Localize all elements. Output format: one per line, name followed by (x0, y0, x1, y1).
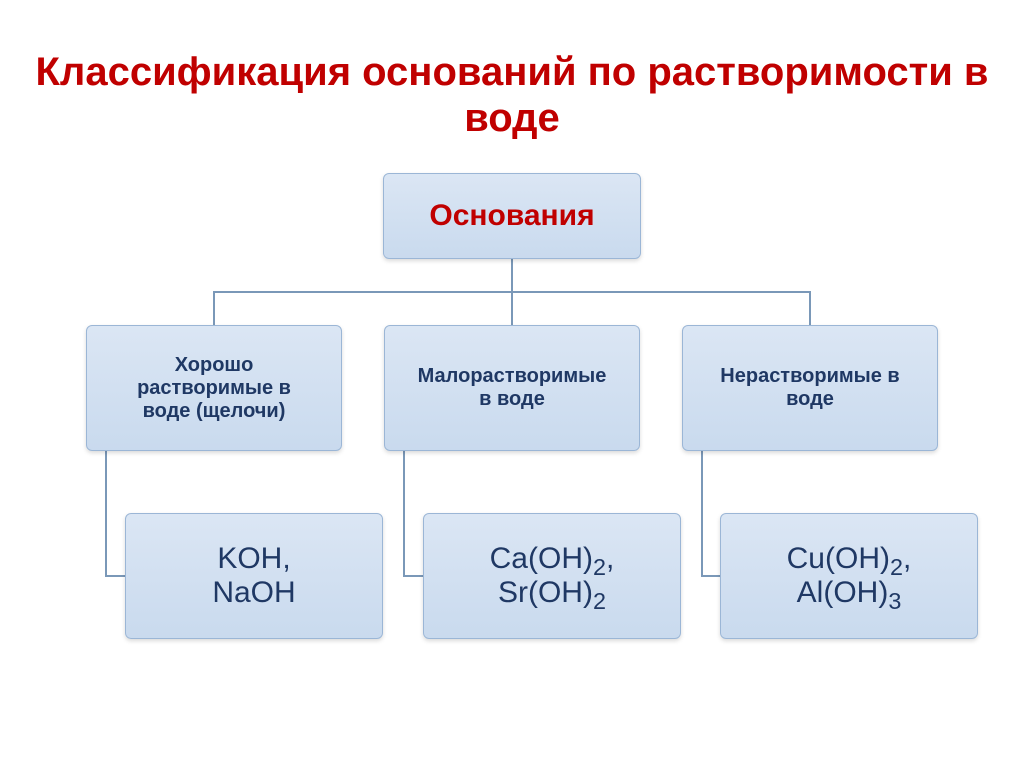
node-category-soluble: Хорошо растворимые в воде (щелочи) (86, 325, 342, 451)
node-examples-soluble-label: KOH, NaOH (212, 542, 295, 610)
node-examples-insoluble-label: Cu(OH)2,Al(OH)3 (787, 542, 912, 610)
node-root-label: Основания (429, 199, 594, 233)
node-category-slightly-soluble-label: Малорастворимые в воде (418, 365, 607, 411)
node-examples-slightly-soluble: Ca(OH)2,Sr(OH)2 (423, 513, 681, 639)
node-examples-slightly-soluble-label: Ca(OH)2,Sr(OH)2 (490, 542, 615, 610)
slide-title: Классификация оснований по растворимости… (0, 49, 1024, 141)
slide: Классификация оснований по растворимости… (0, 0, 1024, 767)
node-category-slightly-soluble: Малорастворимые в воде (384, 325, 640, 451)
node-root: Основания (383, 173, 641, 259)
node-category-insoluble: Нерастворимые в воде (682, 325, 938, 451)
node-examples-insoluble: Cu(OH)2,Al(OH)3 (720, 513, 978, 639)
node-category-insoluble-label: Нерастворимые в воде (720, 365, 899, 411)
node-category-soluble-label: Хорошо растворимые в воде (щелочи) (137, 354, 291, 423)
node-examples-soluble: KOH, NaOH (125, 513, 383, 639)
